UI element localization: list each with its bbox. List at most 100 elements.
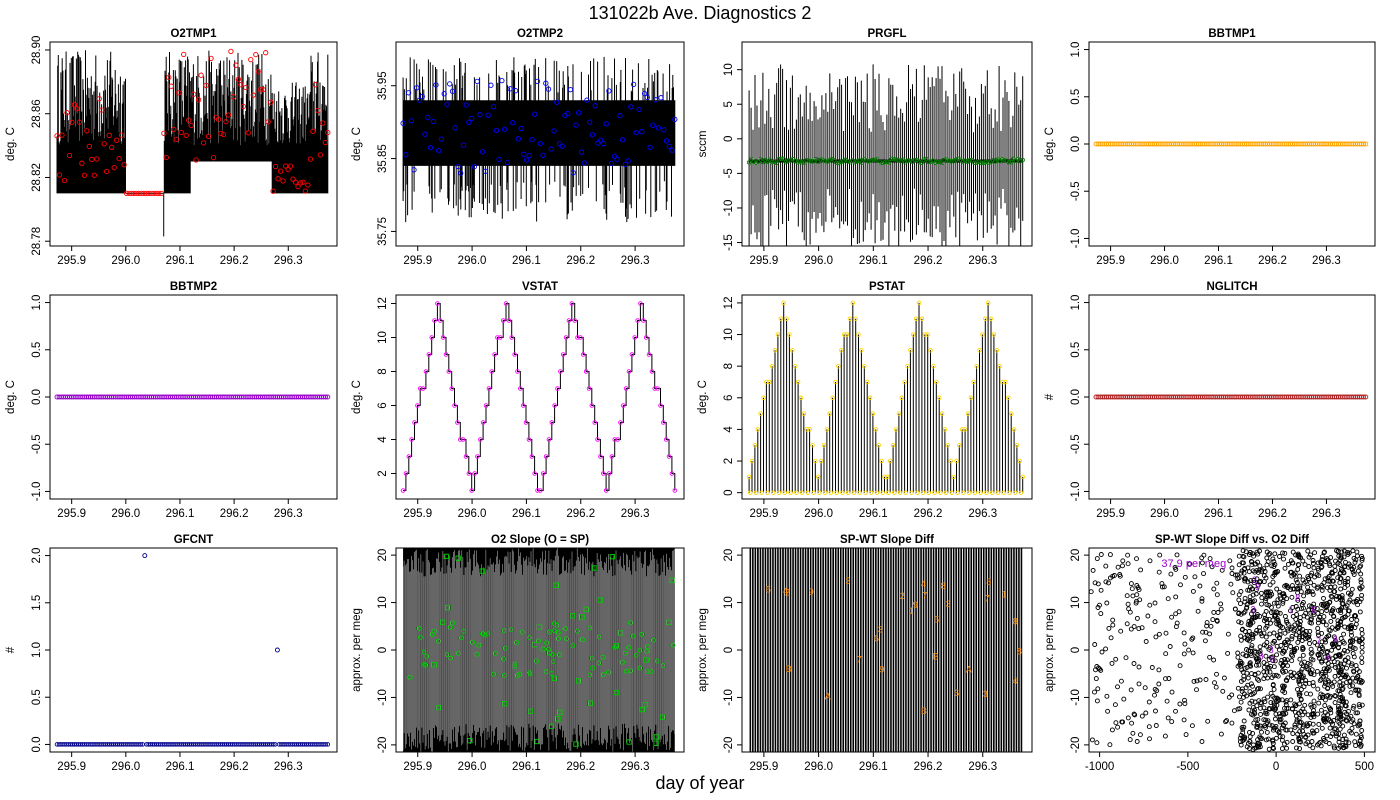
- data-point: [795, 379, 801, 385]
- data-point: [549, 671, 554, 676]
- data-point: [1270, 706, 1276, 712]
- data-point: [956, 156, 961, 162]
- data-point: [897, 490, 903, 495]
- data-point: [1338, 555, 1344, 561]
- data-point: [960, 159, 966, 164]
- data-point: [492, 352, 497, 357]
- data-point: [534, 738, 540, 745]
- data-point: [1246, 740, 1251, 746]
- data-point: [552, 620, 557, 626]
- data-point: [1328, 555, 1334, 561]
- data-point: [1345, 611, 1351, 617]
- data-point: [1277, 610, 1283, 616]
- data-point: [403, 471, 409, 476]
- data-point: [220, 131, 227, 138]
- data-point: [1238, 620, 1244, 626]
- data-point: [1251, 553, 1257, 559]
- data-point: [228, 48, 234, 55]
- data-label: 2: [785, 588, 790, 598]
- data-point: [925, 332, 930, 337]
- y-tick-label: 12: [377, 297, 389, 310]
- data-point: [1314, 642, 1320, 648]
- data-point: [643, 335, 649, 340]
- y-tick-label: -1.0: [1070, 482, 1082, 502]
- plot-frame: [1088, 294, 1376, 500]
- data-point: [84, 128, 90, 134]
- data-point: [1359, 627, 1365, 632]
- data-point: [195, 97, 202, 103]
- data-point: [126, 190, 132, 197]
- series-line: [748, 64, 1024, 246]
- data-point: [315, 107, 321, 114]
- data-point: [1358, 677, 1364, 683]
- data-point: [1310, 558, 1316, 563]
- data-point: [493, 127, 500, 134]
- data-point: [1322, 681, 1328, 687]
- data-point: [1265, 694, 1271, 700]
- data-point: [439, 619, 446, 625]
- data-point: [203, 82, 209, 89]
- data-point: [636, 106, 642, 113]
- data-point: [1258, 686, 1263, 692]
- data-point: [1248, 645, 1254, 651]
- data-point: [1187, 561, 1193, 567]
- data-point: [183, 132, 189, 139]
- data-point: [1349, 725, 1355, 731]
- data-point: [1306, 554, 1312, 560]
- x-tick-label: 296.1: [1204, 255, 1233, 267]
- data-point: [847, 316, 853, 321]
- data-point: [133, 190, 140, 197]
- data-point: [911, 332, 916, 337]
- x-tick-label: 296.1: [512, 508, 541, 520]
- data-point: [1315, 567, 1321, 573]
- data-point: [452, 403, 457, 408]
- data-point: [598, 137, 604, 143]
- data-point: [1240, 669, 1246, 675]
- y-tick-label: -10: [723, 200, 735, 217]
- data-point: [1235, 576, 1241, 582]
- data-point: [1121, 696, 1127, 702]
- data-point: [485, 112, 491, 118]
- data-point: [999, 157, 1005, 162]
- x-tick-label: 296.3: [968, 761, 997, 773]
- data-point: [1354, 553, 1360, 559]
- data-point: [1336, 731, 1342, 737]
- data-point: [1271, 664, 1277, 670]
- data-point: [1270, 556, 1276, 562]
- data-point: [482, 168, 489, 174]
- data-point: [444, 652, 450, 658]
- data-point: [1259, 595, 1265, 601]
- data-point: [1296, 679, 1302, 685]
- data-point: [1273, 609, 1279, 615]
- data-point: [1129, 586, 1135, 592]
- x-axis-label: day of year: [655, 773, 745, 793]
- data-point: [447, 81, 453, 87]
- data-point: [1264, 661, 1270, 667]
- x-tick-label: 295.9: [57, 255, 86, 267]
- data-point: [1275, 673, 1281, 679]
- data-point: [1169, 614, 1175, 620]
- data-point: [1297, 619, 1303, 624]
- data-label: 3: [946, 599, 951, 609]
- data-point: [1125, 561, 1131, 567]
- data-point: [138, 742, 144, 747]
- data-point: [1327, 563, 1333, 569]
- data-point: [1255, 716, 1261, 722]
- data-label: 9: [809, 587, 814, 597]
- data-point: [1342, 579, 1348, 584]
- data-point: [474, 78, 480, 85]
- data-point: [1250, 705, 1256, 711]
- plot-frame: [1088, 41, 1376, 247]
- data-point: [1341, 631, 1347, 637]
- data-point: [1305, 584, 1311, 590]
- data-point: [1265, 718, 1271, 724]
- x-tick-label: 296.1: [166, 255, 195, 267]
- data-point: [1298, 687, 1304, 692]
- data-point: [801, 411, 807, 416]
- data-point: [1256, 579, 1262, 585]
- data-point: [549, 420, 555, 425]
- data-point: [1253, 591, 1259, 597]
- data-point: [417, 386, 423, 391]
- data-point: [302, 188, 309, 194]
- data-point: [976, 159, 982, 164]
